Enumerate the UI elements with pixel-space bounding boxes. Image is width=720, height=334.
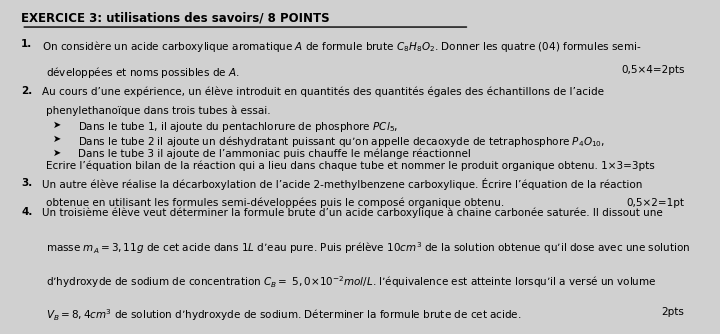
Text: ➤: ➤	[53, 134, 61, 144]
Text: Dans le tube 3 il ajoute de l’ammoniac puis chauffe le mélange réactionnel: Dans le tube 3 il ajoute de l’ammoniac p…	[78, 148, 471, 159]
Text: ➤: ➤	[53, 120, 61, 130]
Text: Un autre élève réalise la décarboxylation de l’acide 2-methylbenzene carboxyliqu: Un autre élève réalise la décarboxylatio…	[42, 178, 643, 190]
Text: 0,5×2=1pt: 0,5×2=1pt	[626, 198, 685, 208]
Text: masse $m_A=3,11g$ de cet acide dans $1L$ d’eau pure. Puis prélève $10cm^3$ de la: masse $m_A=3,11g$ de cet acide dans $1L$…	[46, 240, 690, 256]
Text: 3.: 3.	[22, 178, 32, 188]
Text: Dans le tube 1, il ajoute du pentachlorure de phosphore $PCl_5$,: Dans le tube 1, il ajoute du pentachloru…	[78, 120, 398, 134]
Text: obtenue en utilisant les formules semi-développées puis le composé organique obt: obtenue en utilisant les formules semi-d…	[46, 198, 504, 208]
Text: 4.: 4.	[22, 207, 32, 217]
Text: phenylethanoïque dans trois tubes à essai.: phenylethanoïque dans trois tubes à essa…	[46, 106, 271, 116]
Text: 0,5×4=2pts: 0,5×4=2pts	[621, 65, 685, 75]
Text: développées et noms possibles de $A$.: développées et noms possibles de $A$.	[46, 65, 240, 80]
Text: 2.: 2.	[22, 86, 32, 96]
Text: Ecrire l’équation bilan de la réaction qui a lieu dans chaque tube et nommer le : Ecrire l’équation bilan de la réaction q…	[46, 161, 654, 171]
Text: 2pts: 2pts	[662, 307, 685, 317]
Text: Dans le tube 2 il ajoute un déshydratant puissant qu’on appelle decaoxyde de tet: Dans le tube 2 il ajoute un déshydratant…	[78, 134, 605, 149]
Text: $V_B=8,4cm^3$ de solution d’hydroxyde de sodium. Déterminer la formule brute de : $V_B=8,4cm^3$ de solution d’hydroxyde de…	[46, 307, 521, 323]
Text: d’hydroxyde de sodium de concentration $C_B=\ 5,0{\times}10^{-2}mol/L$. l’équiva: d’hydroxyde de sodium de concentration $…	[46, 274, 657, 290]
Text: Un troisième élève veut déterminer la formule brute d’un acide carboxylique à ch: Un troisième élève veut déterminer la fo…	[42, 207, 663, 217]
Text: ➤: ➤	[53, 148, 61, 158]
Text: EXERCICE 3: utilisations des savoirs/ 8 POINTS: EXERCICE 3: utilisations des savoirs/ 8 …	[22, 12, 330, 25]
Text: 1.: 1.	[22, 38, 32, 48]
Text: Au cours d’une expérience, un élève introduit en quantités des quantités égales : Au cours d’une expérience, un élève intr…	[42, 86, 605, 97]
Text: On considère un acide carboxylique aromatique $A$ de formule brute $C_8H_8O_2$. : On considère un acide carboxylique aroma…	[42, 38, 642, 53]
